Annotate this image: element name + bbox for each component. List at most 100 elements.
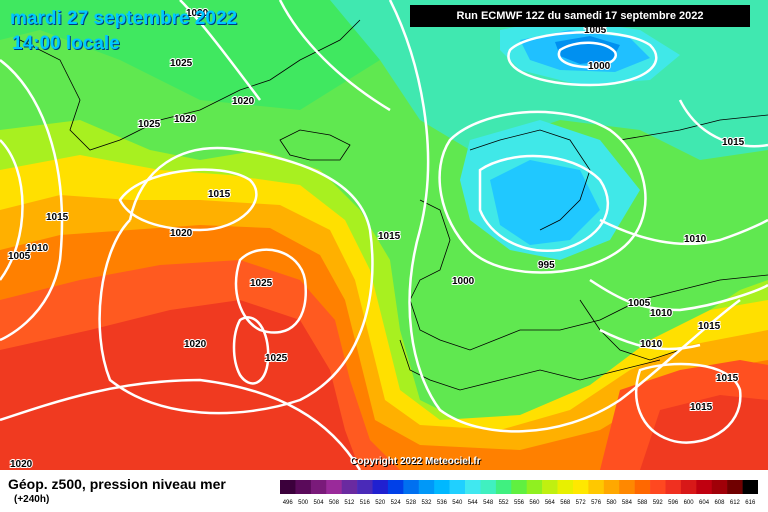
scale-label: 504 [314, 500, 325, 506]
scale-label: 612 [730, 500, 741, 506]
scale-swatch [387, 480, 404, 494]
isobar-label: 1010 [640, 339, 663, 350]
scale-swatch [634, 480, 651, 494]
scale-label: 568 [560, 500, 571, 506]
scale-label: 508 [329, 500, 340, 506]
scale-label: 580 [607, 500, 618, 506]
scale-swatch [280, 480, 296, 494]
scale-swatch [572, 480, 589, 494]
scale-swatch [526, 480, 543, 494]
scale-swatch [588, 480, 605, 494]
isobar-label: 1005 [584, 25, 607, 36]
scale-label: 564 [545, 500, 556, 506]
scale-label: 552 [499, 500, 510, 506]
scale-label: 576 [591, 500, 602, 506]
scale-swatch [434, 480, 450, 494]
scale-label: 532 [421, 500, 432, 506]
scale-swatch [403, 480, 420, 494]
scale-label: 536 [437, 500, 448, 506]
scale-label: 520 [375, 500, 386, 506]
map-title: Géop. z500, pression niveau mer [8, 476, 226, 492]
scale-label: 496 [283, 500, 294, 506]
scale-label: 584 [622, 500, 633, 506]
isobar-label: 1020 [232, 96, 255, 107]
forecast-time: 14:00 locale [12, 33, 120, 54]
scale-swatch [465, 480, 481, 494]
isobar-label: 1015 [378, 231, 401, 242]
weather-map: 1020 1025 1020 1025 1020 1015 1015 1010 … [0, 0, 768, 470]
isobar-label: 1020 [186, 8, 209, 19]
scale-swatch [711, 480, 728, 494]
scale-swatch [449, 480, 466, 494]
scale-swatch [742, 480, 758, 494]
isobar-label: 1015 [46, 212, 69, 223]
isobar-label: 995 [538, 260, 555, 271]
isobar-label: 1015 [698, 321, 721, 332]
scale-label: 500 [298, 500, 309, 506]
isobar-label: 1025 [170, 58, 193, 69]
scale-label: 592 [653, 500, 664, 506]
isobar-label: 1005 [8, 251, 31, 262]
scale-swatch [557, 480, 574, 494]
copyright: Copyright 2022 Meteociel.fr [350, 456, 481, 467]
scale-label: 528 [406, 500, 417, 506]
scale-swatch [603, 480, 620, 494]
isobar-label: 1020 [184, 339, 207, 350]
scale-label: 560 [529, 500, 540, 506]
isobar-label: 1015 [690, 402, 713, 413]
isobar-label: 1020 [174, 114, 197, 125]
scale-swatch [418, 480, 435, 494]
isobar-label: 1025 [250, 278, 273, 289]
scale-swatch [511, 480, 528, 494]
scale-label: 516 [360, 500, 371, 506]
isobar-labels: 1020 1025 1020 1025 1020 1015 1015 1010 … [7, 7, 746, 470]
isobar-label: 1010 [650, 308, 673, 319]
isobar-label: 1025 [138, 119, 161, 130]
forecast-date: mardi 27 septembre 2022 [10, 8, 238, 29]
lead-time: (+240h) [14, 494, 50, 505]
scale-swatch [372, 480, 389, 494]
isobar-label: 1025 [265, 353, 288, 364]
isobar-label: 1015 [716, 373, 739, 384]
scale-label: 600 [684, 500, 695, 506]
isobar-label: 1020 [10, 459, 33, 470]
isobar-label: 1015 [722, 137, 745, 148]
scale-swatch [680, 480, 697, 494]
scale-swatch [727, 480, 743, 494]
scale-label: 604 [699, 500, 710, 506]
scale-swatch [341, 480, 358, 494]
scale-swatch [696, 480, 713, 494]
isobar-label: 1005 [628, 298, 651, 309]
isobar-label: 1020 [170, 228, 193, 239]
scale-swatch [665, 480, 682, 494]
scale-swatch [619, 480, 635, 494]
scale-label: 596 [668, 500, 679, 506]
scale-label: 540 [452, 500, 463, 506]
isobars [0, 0, 768, 470]
scale-swatch [542, 480, 558, 494]
scale-label: 548 [483, 500, 494, 506]
isobar-label: 1010 [684, 234, 707, 245]
isobar-label: 1010 [26, 243, 49, 254]
scale-swatch [480, 480, 497, 494]
scale-swatch [326, 480, 342, 494]
isobar-label: 1000 [452, 276, 475, 287]
scale-swatch [357, 480, 373, 494]
scale-label: 608 [714, 500, 725, 506]
scale-label: 512 [344, 500, 355, 506]
scale-swatch [310, 480, 327, 494]
scale-swatch [650, 480, 666, 494]
scale-label: 556 [514, 500, 525, 506]
map-footer: Géop. z500, pression niveau mer (+240h) … [0, 470, 768, 512]
isobar-label: 1015 [208, 189, 231, 200]
model-run-banner: Run ECMWF 12Z du samedi 17 septembre 202… [410, 5, 750, 27]
coastlines [19, 19, 768, 391]
scale-label: 616 [745, 500, 756, 506]
scale-label: 572 [576, 500, 587, 506]
isobar-label: 1000 [588, 61, 611, 72]
scale-swatch [295, 480, 312, 494]
scale-label: 524 [391, 500, 402, 506]
scale-label: 588 [637, 500, 648, 506]
scale-swatch [495, 480, 512, 494]
scale-label: 544 [468, 500, 479, 506]
